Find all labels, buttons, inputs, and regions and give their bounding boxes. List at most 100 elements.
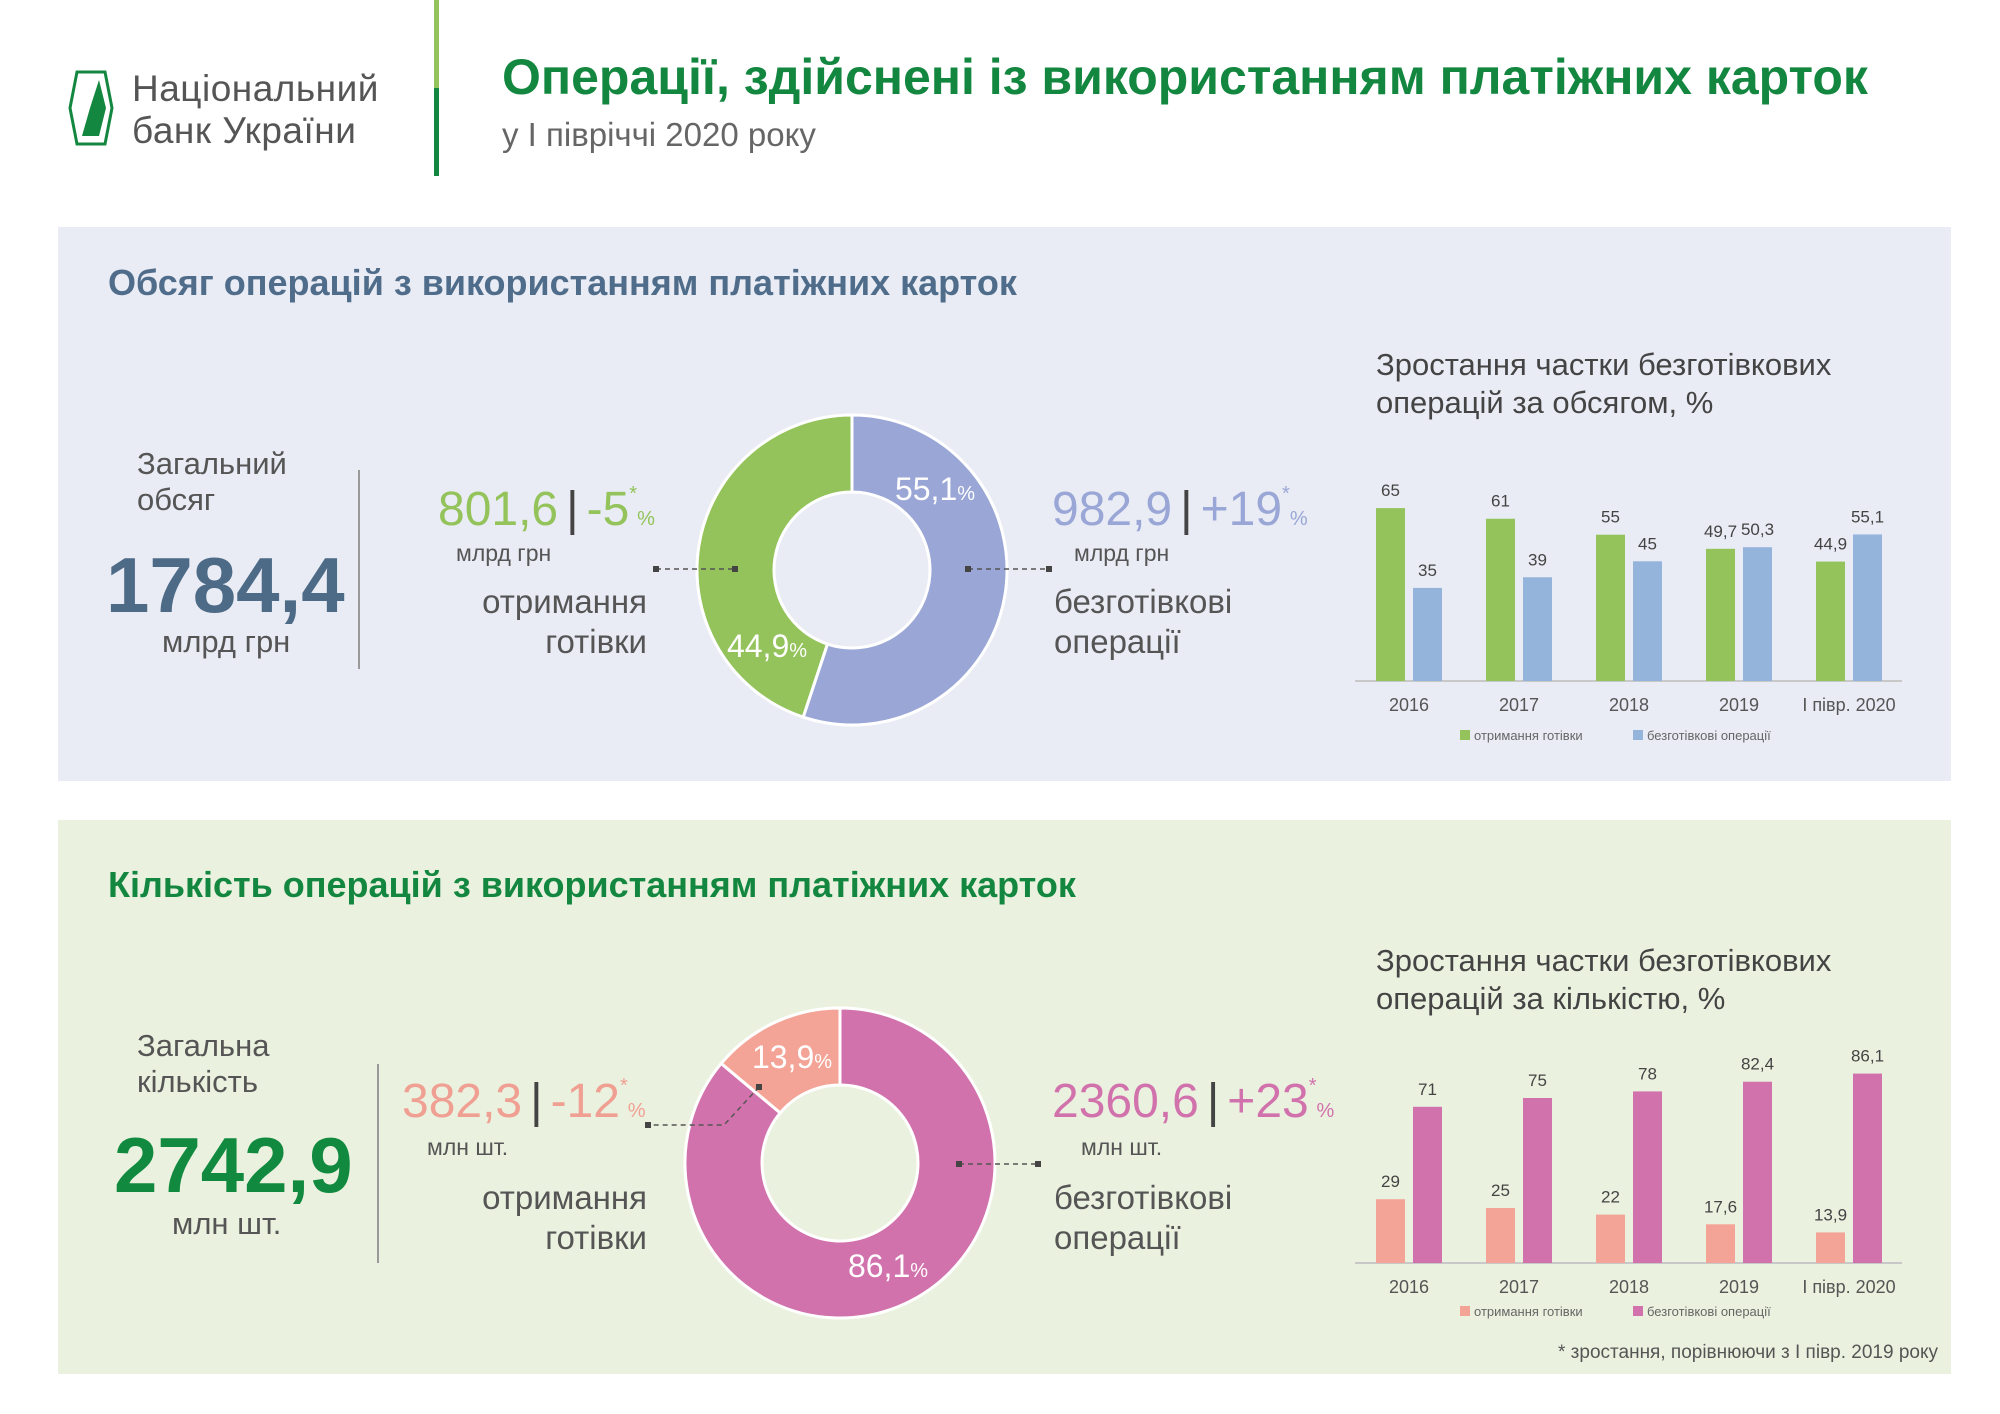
- title-line-1: Зростання частки безготівкових: [1376, 347, 1832, 382]
- label-line-2: операції: [1054, 623, 1181, 660]
- legend-label: отримання готівки: [1474, 728, 1583, 743]
- data-label: 55,1: [1851, 507, 1884, 526]
- bar: [1413, 587, 1442, 681]
- data-label: 45: [1638, 534, 1657, 553]
- change: -5: [586, 483, 630, 536]
- change: +23: [1227, 1075, 1309, 1128]
- total-label-line-1: Загальна: [137, 1028, 270, 1063]
- title-line-1: Зростання частки безготівкових: [1376, 943, 1832, 978]
- data-label: 22: [1601, 1188, 1620, 1207]
- x-tick-label: 2019: [1719, 695, 1759, 715]
- x-tick-label: 2016: [1389, 695, 1429, 715]
- legend-swatch: [1460, 1306, 1470, 1316]
- bar: [1523, 577, 1552, 681]
- volume-cashless-figure: 982,9 | +19*%: [1052, 482, 1308, 537]
- bar: [1633, 1091, 1662, 1263]
- x-tick-label: 2017: [1499, 695, 1539, 715]
- bar: [1816, 1232, 1845, 1263]
- data-label: 13,9: [1814, 1205, 1847, 1224]
- bar: [1376, 508, 1405, 681]
- label-line-2: готівки: [545, 623, 647, 660]
- data-label: 29: [1381, 1172, 1400, 1191]
- nbu-logo-text: Національний банк України: [132, 68, 379, 152]
- page-title: Операції, здійснені із використанням пла…: [502, 49, 1868, 105]
- label-line-1: безготівкові: [1054, 1179, 1233, 1216]
- count-total-value: 2742,9: [114, 1121, 353, 1209]
- legend-swatch: [1633, 1306, 1643, 1316]
- separator: |: [566, 483, 579, 536]
- x-tick-label: 2019: [1719, 1277, 1759, 1297]
- x-tick-label: І півр. 2020: [1802, 695, 1895, 715]
- bar: [1853, 1073, 1882, 1263]
- count-total-unit: млн шт.: [172, 1206, 282, 1241]
- bar: [1816, 561, 1845, 681]
- volume-cash-unit: млрд грн: [456, 540, 552, 566]
- title-line-2: операцій за обсягом, %: [1376, 385, 1714, 420]
- count-divider: [377, 1064, 379, 1263]
- footnote-star: *: [1282, 483, 1290, 505]
- volume-divider: [358, 470, 360, 669]
- data-label: 71: [1418, 1080, 1437, 1099]
- total-label-line-2: обсяг: [137, 482, 216, 517]
- change: -12: [550, 1075, 620, 1128]
- separator: |: [530, 1075, 543, 1128]
- data-label: 17,6: [1704, 1197, 1737, 1216]
- legend-label: безготівкові операції: [1647, 728, 1771, 743]
- count-cashless-unit: млн шт.: [1081, 1134, 1163, 1160]
- value: 2360,6: [1052, 1075, 1199, 1128]
- volume-cash-figure: 801,6 | -5*%: [438, 482, 655, 537]
- volume-cashless-label: безготівкові операції: [1054, 582, 1232, 662]
- count-bar-chart-title: Зростання частки безготівкових операцій …: [1376, 942, 1831, 1018]
- title-line-2: операцій за кількістю, %: [1376, 981, 1726, 1016]
- x-tick-label: І півр. 2020: [1802, 1277, 1895, 1297]
- volume-bar-chart-title: Зростання частки безготівкових операцій …: [1376, 346, 1831, 422]
- bar: [1413, 1106, 1442, 1263]
- bar: [1633, 561, 1662, 681]
- data-label: 44,9: [1814, 535, 1847, 554]
- data-label: 86,1: [1851, 1047, 1884, 1066]
- count-total-label: Загальна кількість: [137, 1028, 269, 1100]
- footnote: * зростання, порівнюючи з І півр. 2019 р…: [1558, 1342, 1938, 1363]
- volume-total-unit: млрд грн: [162, 624, 291, 659]
- volume-heading: Обсяг операцій з використанням платіжних…: [108, 262, 1017, 303]
- volume-total-label: Загальний обсяг: [137, 446, 287, 518]
- x-tick-label: 2018: [1609, 1277, 1649, 1297]
- bar: [1853, 534, 1882, 681]
- volume-bar-chart: 65 35 2016 61 39 2017 55 45 2018 49,7 50,3 2019 44,9…: [1355, 481, 1902, 743]
- data-label: 75: [1528, 1071, 1547, 1090]
- percent-sign: %: [1289, 508, 1308, 530]
- count-cashless-figure: 2360,6 | +23*%: [1052, 1074, 1334, 1129]
- data-label: 39: [1528, 550, 1547, 569]
- volume-total-value: 1784,4: [106, 541, 345, 629]
- x-tick-label: 2017: [1499, 1277, 1539, 1297]
- bar: [1596, 1214, 1625, 1263]
- label-line-2: готівки: [545, 1219, 647, 1256]
- footnote-star: *: [1308, 1075, 1317, 1097]
- header-divider-top: [434, 0, 439, 88]
- bar: [1743, 1081, 1772, 1263]
- count-cashless-label: безготівкові операції: [1054, 1178, 1232, 1258]
- bar: [1486, 1208, 1515, 1263]
- percent-sign: %: [1316, 1100, 1335, 1122]
- bar: [1596, 534, 1625, 681]
- total-label-line-1: Загальний: [137, 446, 287, 481]
- data-label: 50,3: [1741, 520, 1774, 539]
- bar: [1743, 547, 1772, 681]
- bar: [1376, 1199, 1405, 1263]
- legend-swatch: [1633, 730, 1643, 740]
- legend-label: отримання готівки: [1474, 1304, 1583, 1319]
- header-divider-bottom: [434, 88, 439, 176]
- value: 382,3: [402, 1075, 523, 1128]
- footnote-star: *: [629, 483, 638, 505]
- separator: |: [1180, 483, 1193, 536]
- count-heading: Кількість операцій з використанням платі…: [108, 864, 1076, 905]
- label-line-1: отримання: [482, 1179, 647, 1216]
- bar: [1706, 548, 1735, 681]
- count-cash-figure: 382,3 | -12*%: [402, 1074, 646, 1129]
- volume-cash-label: отримання готівки: [400, 582, 647, 662]
- nbu-logo-icon: [68, 70, 114, 146]
- page-subtitle: у І півріччі 2020 року: [502, 116, 816, 153]
- value: 982,9: [1052, 483, 1173, 536]
- data-label: 55: [1601, 508, 1620, 527]
- x-tick-label: 2018: [1609, 695, 1649, 715]
